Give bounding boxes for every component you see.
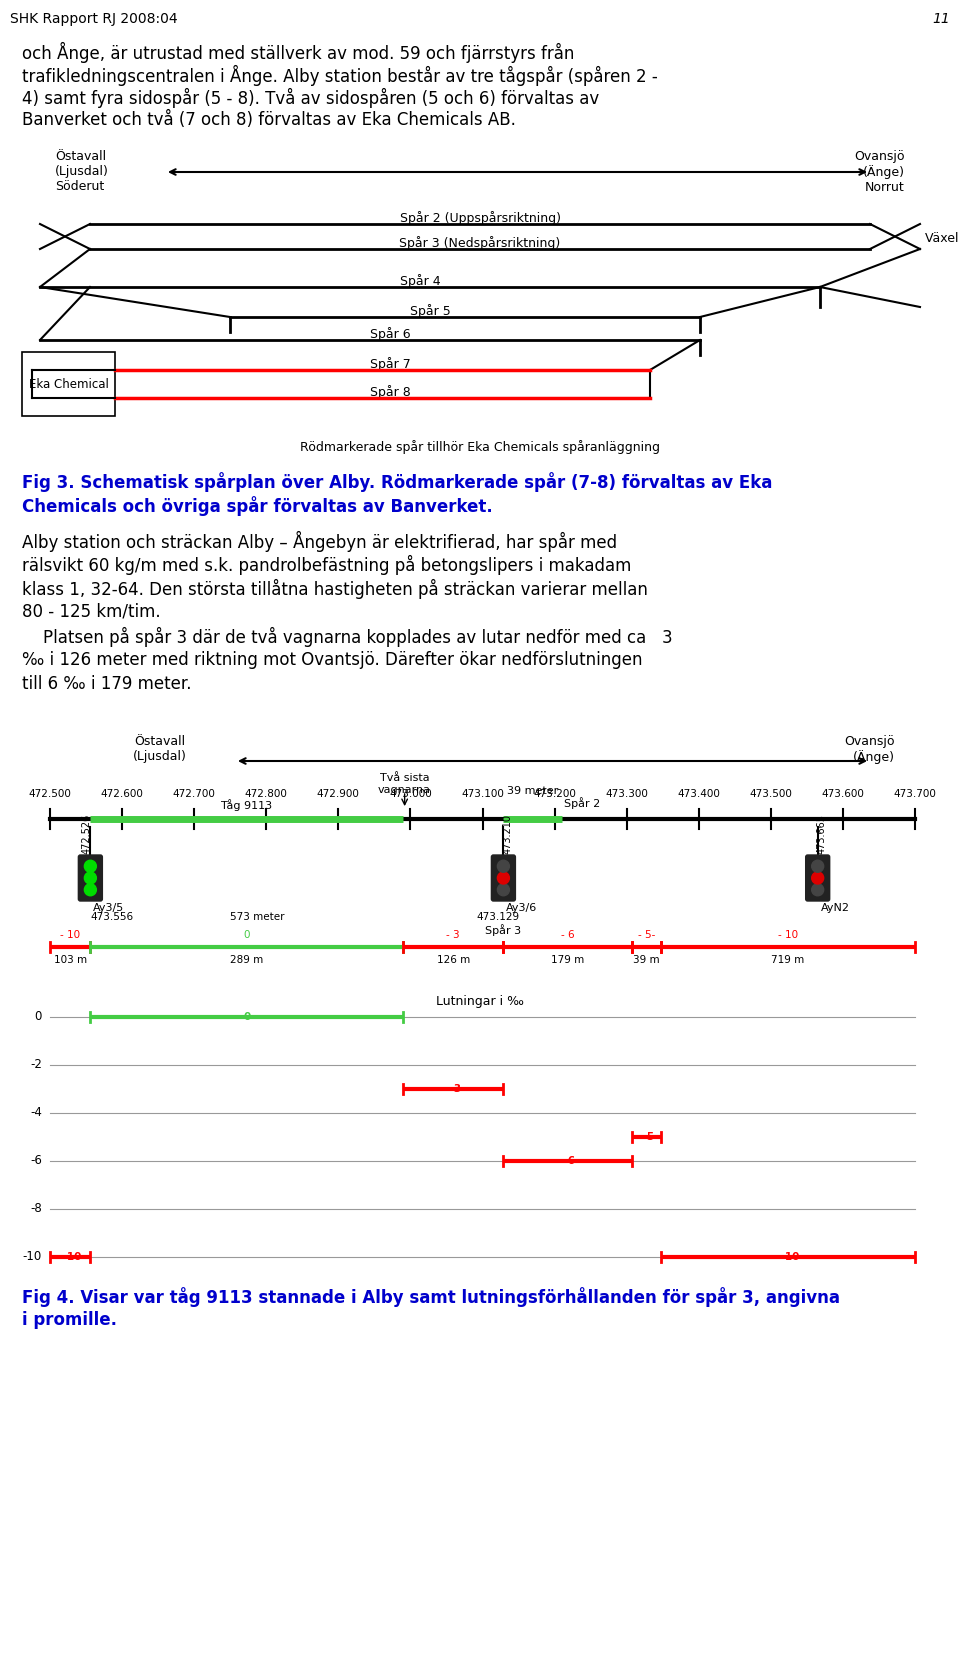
Text: Spår 8: Spår 8 bbox=[370, 384, 410, 399]
Circle shape bbox=[812, 872, 824, 884]
Text: 289 m: 289 m bbox=[230, 956, 263, 964]
Text: -4: -4 bbox=[30, 1106, 42, 1120]
Text: 473.100: 473.100 bbox=[461, 789, 504, 799]
Text: 473.600: 473.600 bbox=[822, 789, 864, 799]
Text: - 10: - 10 bbox=[778, 931, 798, 941]
Text: 472.526: 472.526 bbox=[82, 814, 91, 854]
Text: 0: 0 bbox=[243, 1013, 251, 1023]
Text: trafikledningscentralen i Ånge. Alby station består av tre tågspår (spåren 2 -: trafikledningscentralen i Ånge. Alby sta… bbox=[22, 65, 658, 87]
Text: 473.665: 473.665 bbox=[817, 814, 827, 854]
Text: 473.500: 473.500 bbox=[750, 789, 792, 799]
Circle shape bbox=[812, 884, 824, 896]
Text: 473.210: 473.210 bbox=[502, 814, 513, 854]
Circle shape bbox=[84, 884, 96, 896]
Text: 4) samt fyra sidospår (5 - 8). Två av sidospåren (5 och 6) förvaltas av: 4) samt fyra sidospår (5 - 8). Två av si… bbox=[22, 89, 599, 109]
Text: - 10: - 10 bbox=[60, 931, 81, 941]
Text: 473.700: 473.700 bbox=[894, 789, 936, 799]
Text: AyN2: AyN2 bbox=[821, 902, 850, 912]
Text: Spår 7: Spår 7 bbox=[370, 358, 410, 371]
Text: 473.300: 473.300 bbox=[605, 789, 648, 799]
Text: -2: -2 bbox=[30, 1058, 42, 1071]
FancyBboxPatch shape bbox=[805, 856, 829, 901]
Text: Spår 2 (Uppspårsriktning): Spår 2 (Uppspårsriktning) bbox=[399, 211, 561, 226]
Text: -8: -8 bbox=[31, 1203, 42, 1215]
Text: 472.700: 472.700 bbox=[173, 789, 216, 799]
Text: 473.200: 473.200 bbox=[533, 789, 576, 799]
Text: Ovansjö
(Änge): Ovansjö (Änge) bbox=[845, 735, 895, 764]
Text: ‰ i 126 meter med riktning mot Ovantsjö. Därefter ökar nedförslutningen: ‰ i 126 meter med riktning mot Ovantsjö.… bbox=[22, 652, 642, 668]
Text: 103 m: 103 m bbox=[54, 956, 86, 964]
Text: -10: -10 bbox=[23, 1250, 42, 1263]
Text: - 5-: - 5- bbox=[637, 931, 655, 941]
Text: till 6 ‰ i 179 meter.: till 6 ‰ i 179 meter. bbox=[22, 675, 191, 693]
Text: - 6: - 6 bbox=[561, 1156, 575, 1166]
Circle shape bbox=[84, 872, 96, 884]
Text: Växel 1a: Växel 1a bbox=[925, 232, 960, 244]
Text: -6: -6 bbox=[30, 1155, 42, 1168]
Text: Chemicals och övriga spår förvaltas av Banverket.: Chemicals och övriga spår förvaltas av B… bbox=[22, 496, 492, 516]
Bar bbox=[22, 353, 115, 416]
Text: rälsvikt 60 kg/m med s.k. pandrolbefästning på betongslipers i makadam: rälsvikt 60 kg/m med s.k. pandrolbefästn… bbox=[22, 555, 632, 575]
Text: 473.129: 473.129 bbox=[477, 912, 520, 922]
Text: - 3: - 3 bbox=[445, 1084, 461, 1095]
Circle shape bbox=[497, 872, 510, 884]
Text: Ovansjö
(Änge)
Norrut: Ovansjö (Änge) Norrut bbox=[854, 150, 905, 194]
Text: klass 1, 32-64. Den största tillåtna hastigheten på sträckan varierar mellan: klass 1, 32-64. Den största tillåtna has… bbox=[22, 578, 648, 600]
Text: 0: 0 bbox=[35, 1011, 42, 1024]
Circle shape bbox=[84, 861, 96, 872]
Text: Östavall
(Ljusdal): Östavall (Ljusdal) bbox=[133, 735, 187, 764]
Text: Ay3/6: Ay3/6 bbox=[507, 902, 538, 912]
Text: Ay3/5: Ay3/5 bbox=[93, 902, 125, 912]
Text: - 6: - 6 bbox=[561, 931, 575, 941]
Text: - 10: - 10 bbox=[777, 1252, 799, 1262]
Text: Banverket och två (7 och 8) förvaltas av Eka Chemicals AB.: Banverket och två (7 och 8) förvaltas av… bbox=[22, 110, 516, 129]
Text: 11: 11 bbox=[932, 12, 950, 27]
Text: 39 m: 39 m bbox=[634, 956, 660, 964]
Text: Spår 6: Spår 6 bbox=[370, 328, 410, 341]
Text: Eka Chemical: Eka Chemical bbox=[29, 378, 108, 391]
FancyBboxPatch shape bbox=[492, 856, 516, 901]
Text: Spår 3 (Nedspårsriktning): Spår 3 (Nedspårsriktning) bbox=[399, 236, 561, 251]
FancyBboxPatch shape bbox=[79, 856, 103, 901]
Text: Fig 4. Visar var tåg 9113 stannade i Alby samt lutningsförhållanden för spår 3, : Fig 4. Visar var tåg 9113 stannade i Alb… bbox=[22, 1287, 840, 1307]
Text: 472.800: 472.800 bbox=[245, 789, 288, 799]
Text: 473.556: 473.556 bbox=[90, 912, 133, 922]
Text: 472.600: 472.600 bbox=[101, 789, 144, 799]
Text: Fig 3. Schematisk spårplan över Alby. Rödmarkerade spår (7-8) förvaltas av Eka: Fig 3. Schematisk spårplan över Alby. Rö… bbox=[22, 471, 773, 491]
Text: Spår 5: Spår 5 bbox=[410, 304, 450, 317]
Text: Östavall
(Ljusdal)
Söderut: Östavall (Ljusdal) Söderut bbox=[55, 150, 108, 192]
Text: 179 m: 179 m bbox=[551, 956, 585, 964]
Text: 0: 0 bbox=[244, 931, 250, 941]
Text: och Ånge, är utrustad med ställverk av mod. 59 och fjärrstyrs från: och Ånge, är utrustad med ställverk av m… bbox=[22, 42, 574, 63]
Text: 573 meter: 573 meter bbox=[229, 912, 284, 922]
Text: 472.900: 472.900 bbox=[317, 789, 360, 799]
Text: 473.400: 473.400 bbox=[678, 789, 720, 799]
Text: 473.000: 473.000 bbox=[389, 789, 432, 799]
Text: 39 meter: 39 meter bbox=[507, 785, 558, 795]
Text: Platsen på spår 3 där de två vagnarna kopplades av lutar nedför med ca   3: Platsen på spår 3 där de två vagnarna ko… bbox=[22, 627, 673, 647]
Text: 80 - 125 km/tim.: 80 - 125 km/tim. bbox=[22, 603, 160, 622]
Circle shape bbox=[812, 861, 824, 872]
Text: Spår 3: Spår 3 bbox=[486, 924, 521, 936]
Text: Lutningar i ‰: Lutningar i ‰ bbox=[436, 994, 524, 1008]
Text: Tåg 9113: Tåg 9113 bbox=[221, 799, 273, 810]
Text: Spår 2: Spår 2 bbox=[564, 797, 600, 809]
Text: 719 m: 719 m bbox=[771, 956, 804, 964]
Text: 126 m: 126 m bbox=[437, 956, 470, 964]
Circle shape bbox=[497, 861, 510, 872]
Text: SHK Rapport RJ 2008:04: SHK Rapport RJ 2008:04 bbox=[10, 12, 178, 27]
Text: Alby station och sträckan Alby – Ångebyn är elektrifierad, har spår med: Alby station och sträckan Alby – Ångebyn… bbox=[22, 531, 617, 551]
Text: i promille.: i promille. bbox=[22, 1312, 117, 1328]
Text: 472.500: 472.500 bbox=[29, 789, 71, 799]
Text: - 10: - 10 bbox=[59, 1252, 82, 1262]
Text: Två sista
vagnarna: Två sista vagnarna bbox=[378, 774, 431, 795]
Text: Rödmarkerade spår tillhör Eka Chemicals spåranläggning: Rödmarkerade spår tillhör Eka Chemicals … bbox=[300, 439, 660, 455]
Text: Spår 4: Spår 4 bbox=[399, 274, 441, 287]
Circle shape bbox=[497, 884, 510, 896]
Text: - 5: - 5 bbox=[639, 1131, 654, 1141]
Text: - 3: - 3 bbox=[446, 931, 460, 941]
